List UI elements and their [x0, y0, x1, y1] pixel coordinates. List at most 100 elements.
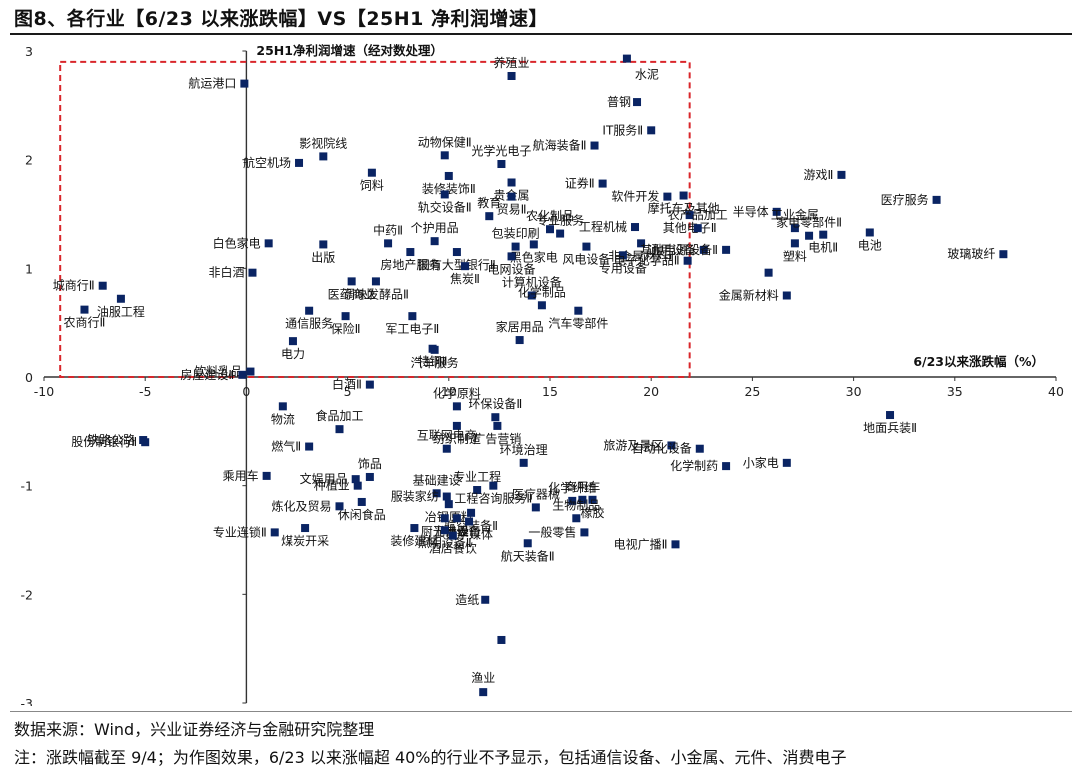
- point-label: 光学光电子: [471, 143, 531, 158]
- point-label: 化学制品: [518, 284, 566, 299]
- point-label: 调味发酵品Ⅱ: [343, 286, 409, 301]
- point-label: 家居用品: [496, 319, 544, 334]
- point-label: 家电零部件Ⅱ: [776, 215, 842, 230]
- data-point: [489, 481, 498, 490]
- data-point: [479, 688, 488, 697]
- point-label: 饰品: [358, 457, 382, 471]
- source-note: 数据来源：Wind，兴业证券经济与金融研究院整理: [14, 720, 375, 739]
- point-label: 玻璃玻纤: [947, 247, 995, 261]
- y-tick-label: 0: [25, 370, 33, 385]
- point-label: 医疗服务: [881, 192, 929, 207]
- point-label: 橡胶: [580, 505, 604, 520]
- point-label: 环境治理: [500, 442, 548, 457]
- data-point: [679, 191, 688, 200]
- data-point: [790, 239, 799, 248]
- point-label: 摩托车及其他: [648, 201, 720, 216]
- point-label: 饮料乳品: [194, 365, 242, 379]
- data-point: [507, 252, 516, 261]
- point-label: 其他电源设备Ⅱ: [640, 243, 718, 257]
- data-point: [491, 413, 500, 422]
- point-label: 化学原料: [433, 385, 481, 400]
- data-point: [353, 481, 362, 490]
- point-label: 航海装备Ⅱ: [533, 138, 587, 153]
- point-label: 电视广播Ⅱ: [614, 536, 668, 551]
- x-axis-title: 6/23以来涨跌幅（%）: [913, 354, 1044, 369]
- point-label: 军工电子Ⅱ: [385, 322, 439, 336]
- point-label: 电机Ⅱ: [808, 241, 838, 255]
- data-point: [406, 248, 415, 257]
- point-label: 一般零售: [528, 524, 576, 539]
- x-tick-label: 35: [947, 384, 963, 399]
- data-point: [999, 250, 1008, 259]
- data-point: [288, 337, 297, 346]
- data-point: [116, 294, 125, 303]
- data-point: [886, 411, 895, 420]
- x-tick-label: -5: [139, 384, 151, 399]
- footnote: 注：涨跌幅截至 9/4；为作图效果，6/23 以来涨幅超 40%的行业不予显示，…: [14, 748, 847, 767]
- point-label: 装修装饰Ⅱ: [422, 181, 476, 196]
- point-label: 特钢Ⅱ: [418, 354, 448, 369]
- chart-title: 图8、各行业【6/23 以来涨跌幅】VS【25H1 净利润增速】: [14, 8, 549, 30]
- data-point: [248, 268, 257, 277]
- point-label: 黑色家电: [510, 249, 558, 264]
- data-point: [572, 514, 581, 523]
- x-tick-label: 0: [242, 384, 250, 399]
- data-point: [442, 492, 451, 501]
- data-point: [837, 170, 846, 179]
- point-label: 汽车服务: [411, 355, 459, 370]
- y-tick-label: -3: [21, 696, 33, 706]
- data-point: [384, 239, 393, 248]
- data-point: [722, 245, 731, 254]
- data-point: [695, 444, 704, 453]
- point-label: 文娱用品: [300, 471, 348, 486]
- data-point: [460, 262, 469, 271]
- data-point: [631, 223, 640, 232]
- point-label: 专用设备: [599, 260, 647, 275]
- point-label: 专业工程: [453, 469, 501, 484]
- data-point: [465, 517, 474, 526]
- data-point: [722, 462, 731, 471]
- data-point: [790, 224, 799, 233]
- data-point: [507, 178, 516, 187]
- point-label: 服装家纺: [391, 489, 439, 504]
- point-label: 航运港口: [188, 76, 236, 91]
- data-point: [440, 151, 449, 160]
- point-label: 环保设备Ⅱ: [468, 397, 522, 411]
- highlight-box: [59, 60, 691, 378]
- x-tick-label: 30: [846, 384, 862, 399]
- point-label: 工程咨询服务Ⅱ: [454, 491, 532, 506]
- y-tick-label: 3: [25, 44, 33, 59]
- point-label: 燃气Ⅱ: [271, 439, 301, 454]
- data-point: [531, 503, 540, 512]
- data-point: [580, 528, 589, 537]
- point-label: 铁路公路: [87, 432, 135, 447]
- point-label: 乘用车: [223, 468, 259, 483]
- point-label: 城商行Ⅱ: [53, 278, 95, 293]
- point-label: 休闲食品: [338, 507, 386, 522]
- data-point: [782, 458, 791, 467]
- point-label: 非白酒: [208, 265, 244, 280]
- data-point: [519, 458, 528, 467]
- data-point: [351, 475, 360, 484]
- data-point: [452, 421, 461, 430]
- data-point: [865, 228, 874, 237]
- point-label: 小家电: [743, 455, 779, 470]
- data-point: [588, 495, 597, 504]
- data-point: [335, 425, 344, 434]
- data-point: [452, 514, 461, 523]
- data-point: [305, 306, 314, 315]
- data-point: [511, 242, 520, 251]
- point-label: 煤炭开采: [281, 534, 329, 548]
- point-label: 塑料: [783, 248, 807, 263]
- point-label: 工业金属: [771, 207, 819, 222]
- point-label: 半导体: [733, 205, 769, 219]
- data-point: [367, 168, 376, 177]
- point-label: 教育: [477, 195, 501, 210]
- point-label: 渔业: [471, 671, 495, 685]
- data-point: [782, 291, 791, 300]
- point-label: 专业服务: [536, 213, 584, 228]
- data-point: [238, 370, 247, 379]
- data-point: [667, 441, 676, 450]
- y-tick-label: -1: [21, 479, 33, 494]
